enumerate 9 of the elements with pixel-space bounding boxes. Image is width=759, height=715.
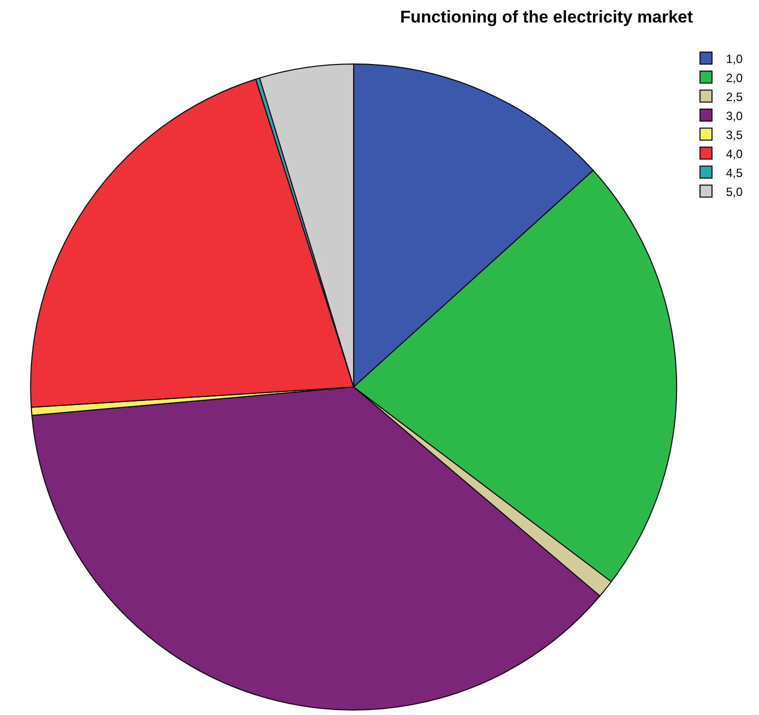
legend-label: 4,0 [726, 146, 744, 161]
legend-label: 2,5 [726, 90, 744, 104]
legend-label: 3,0 [726, 108, 744, 123]
legend-label: 2,0 [726, 70, 744, 85]
chart-title: Functioning of the electricity market [400, 8, 694, 27]
legend-label: 4,5 [726, 166, 744, 180]
legend-label: 1,0 [726, 52, 744, 66]
legend-label: 3,5 [726, 128, 744, 142]
legend-label: 5,0 [726, 184, 744, 199]
